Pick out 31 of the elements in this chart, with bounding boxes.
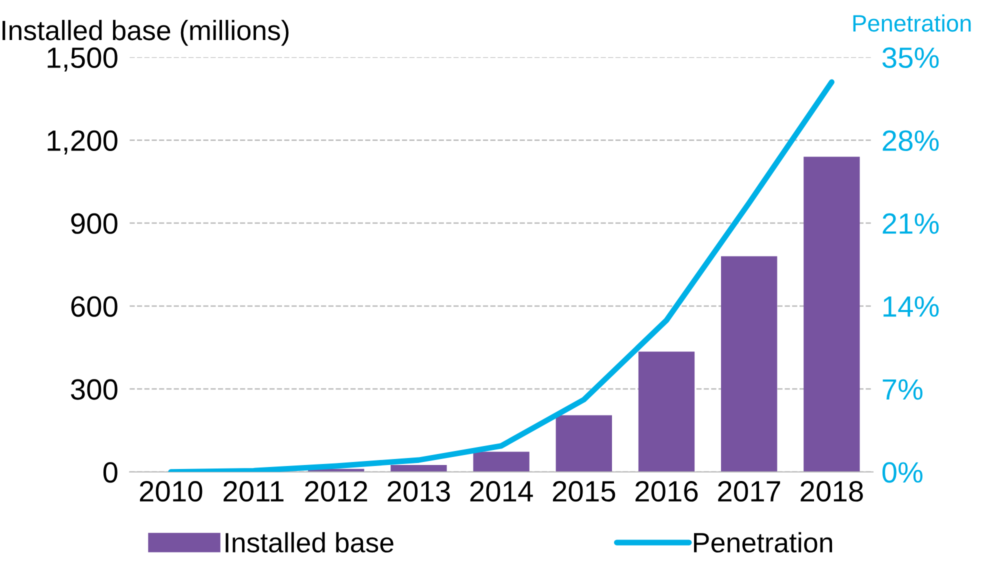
x-tick-label: 2013 (388, 481, 450, 502)
y-axis-title: Installed base (millions) (2, 20, 289, 46)
bar (390, 464, 447, 472)
y2-tick-label: 21% (882, 213, 939, 234)
legend-label: Installed base (226, 532, 394, 553)
y2-tick-label: 0% (882, 462, 922, 483)
y2-tick-label: 7% (882, 379, 922, 400)
x-tick-label: 2011 (224, 481, 284, 502)
y-tick-label: 300 (70, 379, 118, 400)
y-tick-label: 600 (71, 296, 118, 317)
x-tick-label: 2010 (140, 481, 202, 502)
bar (556, 415, 612, 472)
y2-tick-label: 28% (882, 130, 939, 151)
x-tick-label: 2017 (718, 481, 780, 502)
y-tick-label: 1,200 (48, 130, 118, 154)
bar (804, 156, 860, 472)
x-tick-label: 2012 (305, 481, 368, 502)
y2-axis-title: Penetration (853, 14, 971, 32)
y2-tick-label: 14% (884, 296, 939, 317)
x-tick-label: 2014 (470, 481, 533, 502)
y2-tick-label: 35% (882, 47, 939, 68)
y-tick-label: 0 (103, 462, 118, 483)
y-tick-label: 900 (71, 213, 118, 234)
bar (473, 452, 530, 472)
bar (721, 256, 778, 472)
legend-label: Penetration (694, 532, 832, 553)
bar (638, 352, 695, 472)
y-tick-label: 1,500 (48, 47, 118, 72)
x-tick-label: 2015 (552, 481, 616, 502)
x-tick-label: 2016 (636, 481, 698, 502)
x-tick-label: 2018 (800, 481, 863, 502)
